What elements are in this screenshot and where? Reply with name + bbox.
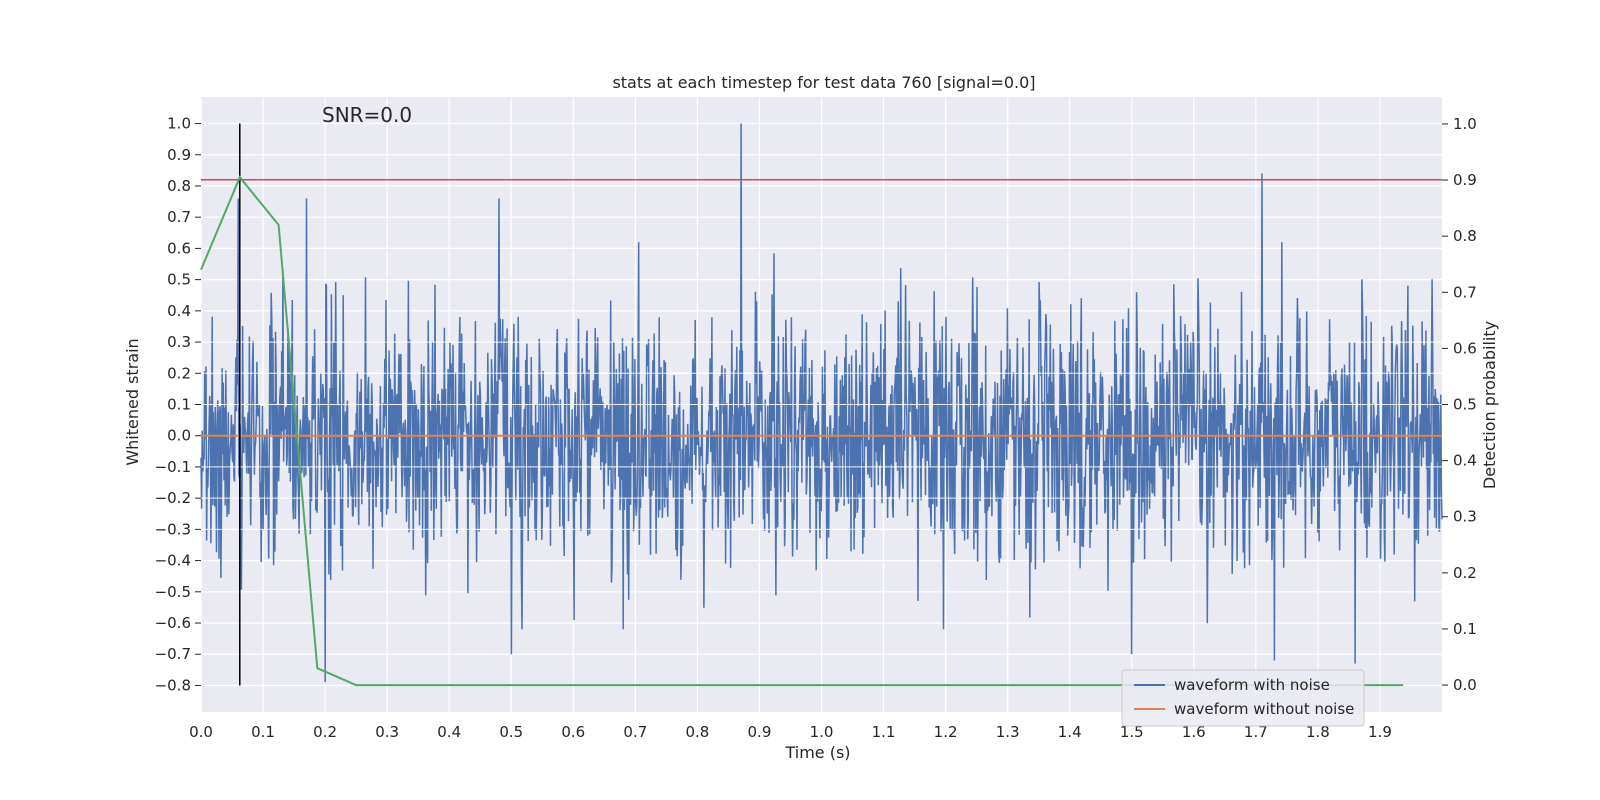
x-tick-label: 1.4 (1058, 723, 1082, 741)
x-tick-label: 0.4 (437, 723, 461, 741)
y-tick-label: −0.4 (155, 552, 191, 570)
y-tick-label: 0.5 (167, 271, 191, 289)
y2-tick-label: 0.5 (1453, 396, 1477, 414)
x-tick-label: 0.0 (189, 723, 213, 741)
ticks: 0.0 0.1 0.2 0.3 0.4 0.5 0.6 0.7 0.8 0.9 1.0 1.1 1.2 1… (155, 115, 1477, 741)
y2-tick-label: 0.1 (1453, 620, 1477, 638)
y-tick-label: 0.7 (167, 208, 191, 226)
y2-tick-label: 1.0 (1453, 115, 1477, 133)
x-tick-label: 1.2 (934, 723, 958, 741)
y-tick-label: −0.5 (155, 583, 191, 601)
y2-tick-label: 0.9 (1453, 171, 1477, 189)
overlays (200, 123, 1442, 687)
series-waveform-with-noise (200, 123, 1443, 683)
x-tick-label: 0.1 (251, 723, 275, 741)
y-tick-label: 0.8 (167, 177, 191, 195)
y-tick-label: 0.3 (167, 333, 191, 351)
y-tick-label: 0.1 (167, 396, 191, 414)
x-tick-label: 0.3 (375, 723, 399, 741)
y2-tick-label: 0.2 (1453, 564, 1477, 582)
y2-axis-label: Detection probability (1480, 321, 1499, 489)
y-tick-label: −0.6 (155, 614, 191, 632)
y-axis-label: Whitened strain (123, 338, 142, 465)
series-layer (200, 123, 1443, 683)
x-tick-label: 1.0 (810, 723, 834, 741)
legend-label-clean: waveform without noise (1174, 700, 1354, 718)
x-tick-label: 1.3 (996, 723, 1020, 741)
x-tick-label: 0.2 (313, 723, 337, 741)
y2-tick-label: 0.4 (1453, 452, 1477, 470)
x-tick-label: 0.8 (685, 723, 709, 741)
x-axis-label: Time (s) (784, 743, 850, 762)
x-tick-label: 1.5 (1120, 723, 1144, 741)
y2-tick-label: 0.7 (1453, 283, 1477, 301)
y-tick-label: −0.1 (155, 458, 191, 476)
y2-tick-label: 0.6 (1453, 339, 1477, 357)
y2-tick-label: 0.8 (1453, 227, 1477, 245)
series-detection-probability (200, 175, 1404, 687)
x-tick-label: 0.9 (748, 723, 772, 741)
x-tick-label: 0.7 (623, 723, 647, 741)
x-tick-label: 1.6 (1182, 723, 1206, 741)
y2-tick-label: 0.0 (1453, 676, 1477, 694)
snr-annotation: SNR=0.0 (322, 103, 412, 127)
x-tick-label: 1.9 (1368, 723, 1392, 741)
y-tick-label: 0.4 (167, 302, 191, 320)
legend: waveform with noise waveform without noi… (1121, 669, 1365, 727)
y-tick-label: −0.7 (155, 645, 191, 663)
x-tick-label: 1.7 (1244, 723, 1268, 741)
y-tick-label: −0.3 (155, 520, 191, 538)
x-tick-label: 0.5 (499, 723, 523, 741)
legend-box (1121, 669, 1365, 727)
y-tick-label: 1.0 (167, 115, 191, 133)
x-tick-label: 1.1 (872, 723, 896, 741)
y-tick-label: 0.0 (167, 427, 191, 445)
x-tick-label: 0.6 (561, 723, 585, 741)
legend-label-noise: waveform with noise (1174, 676, 1330, 694)
chart-title: stats at each timestep for test data 760… (612, 73, 1035, 92)
x-tick-label: 1.8 (1306, 723, 1330, 741)
y-tick-label: 0.9 (167, 146, 191, 164)
y2-tick-label: 0.3 (1453, 508, 1477, 526)
y-tick-label: −0.8 (155, 676, 191, 694)
y-tick-label: −0.2 (155, 489, 191, 507)
y-tick-label: 0.6 (167, 239, 191, 257)
y-tick-label: 0.2 (167, 364, 191, 382)
